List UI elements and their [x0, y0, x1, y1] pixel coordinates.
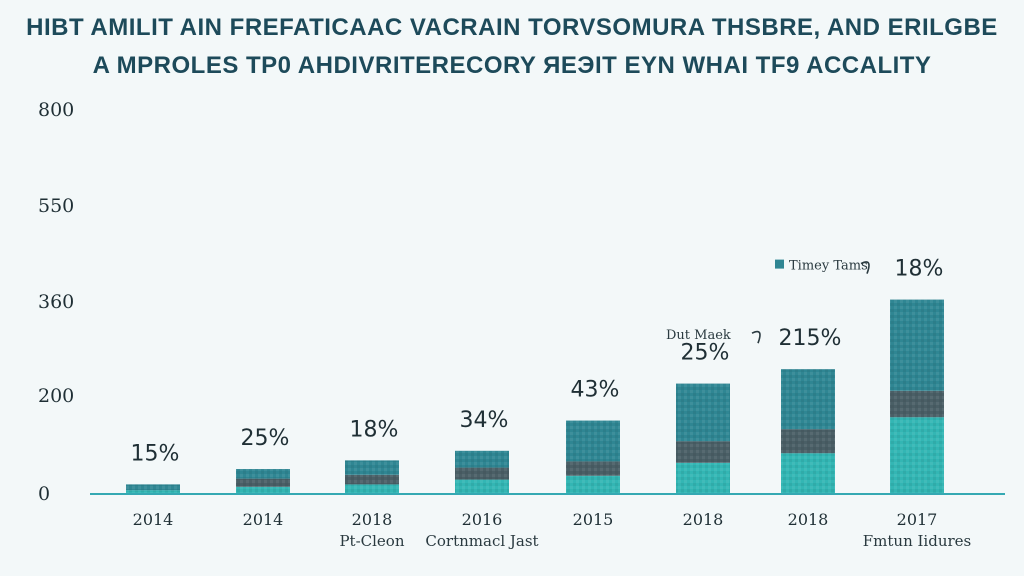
x-sub-label: Fmtun Iidures — [863, 532, 971, 550]
data-label: 18% — [350, 417, 399, 442]
annotations: Timey Tams Dut Maek — [666, 259, 870, 344]
bar-texture — [676, 383, 730, 442]
bar-texture — [455, 450, 509, 468]
data-labels: 15% 25% 18% 34% 43% 25% 215% 18% — [131, 257, 944, 467]
x-axis: 2014 2014 2018 Pt-Cleon 2016 Cortnmacl Jast 20… — [133, 510, 972, 550]
data-label: 215% — [779, 326, 842, 351]
bar-texture — [345, 474, 399, 485]
x-tick-label: 2015 — [573, 510, 614, 529]
bar — [781, 369, 835, 494]
bar-texture — [781, 429, 835, 454]
x-sub-label: Pt-Cleon — [339, 532, 404, 550]
bar — [126, 484, 180, 494]
y-tick-label: 550 — [38, 195, 74, 217]
data-label: 18% — [895, 257, 944, 282]
bar-texture — [890, 390, 944, 418]
bar-texture — [455, 479, 509, 494]
annotation-text: Dut Maek — [666, 328, 731, 343]
chart-title-line-2: A MPROLES TP0 AHDIVRITERECORY ЯЕЭIT EYN … — [92, 52, 932, 79]
y-tick-label: 800 — [38, 99, 74, 121]
bars-group — [126, 299, 944, 494]
y-tick-label: 200 — [38, 385, 74, 407]
data-label: 25% — [681, 341, 730, 366]
chart-title-line-1: HIBT AMILIT AIN FREFATICAAC VACRAIN TORV… — [26, 14, 998, 41]
annotation: Dut Maek — [666, 328, 761, 344]
y-axis: 800 550 360 200 0 — [38, 99, 74, 505]
data-label: 15% — [131, 441, 180, 466]
bar-texture — [126, 490, 180, 494]
data-label: 25% — [241, 426, 290, 451]
bar-texture — [676, 441, 730, 463]
bar-texture — [566, 475, 620, 494]
bar-texture — [236, 478, 290, 487]
x-sub-label: Cortnmacl Jast — [425, 532, 538, 550]
bar-texture — [890, 417, 944, 494]
x-tick-label: 2016 — [462, 510, 503, 529]
x-tick-label: 2014 — [133, 510, 174, 529]
annotation-marker — [775, 259, 784, 269]
bar — [676, 383, 730, 494]
bar — [345, 460, 399, 494]
bar — [236, 469, 290, 494]
bar-texture — [781, 453, 835, 494]
bar — [455, 450, 509, 494]
x-tick-label: 2014 — [243, 510, 284, 529]
x-tick-label: 2018 — [788, 510, 829, 529]
bar-texture — [236, 469, 290, 479]
data-label: 43% — [571, 378, 620, 403]
annotation: Timey Tams — [775, 259, 870, 274]
bar — [890, 299, 944, 494]
bar-texture — [890, 299, 944, 391]
annotation-arrow — [751, 330, 761, 344]
bar-texture — [345, 460, 399, 475]
y-tick-label: 360 — [38, 291, 74, 313]
bar-texture — [455, 467, 509, 480]
bar-texture — [126, 484, 180, 491]
x-tick-label: 2018 — [352, 510, 393, 529]
bar-texture — [566, 420, 620, 462]
annotation-text: Timey Tams — [789, 259, 868, 274]
x-tick-label: 2018 — [683, 510, 724, 529]
bar-texture — [676, 462, 730, 494]
y-tick-label: 0 — [38, 483, 50, 505]
bar-texture — [236, 486, 290, 494]
data-label: 34% — [460, 408, 509, 433]
bar — [566, 420, 620, 494]
bar-texture — [781, 369, 835, 430]
bar-texture — [566, 461, 620, 476]
annotation-arrow — [860, 261, 870, 274]
bar-texture — [345, 484, 399, 494]
x-tick-label: 2017 — [897, 510, 938, 529]
